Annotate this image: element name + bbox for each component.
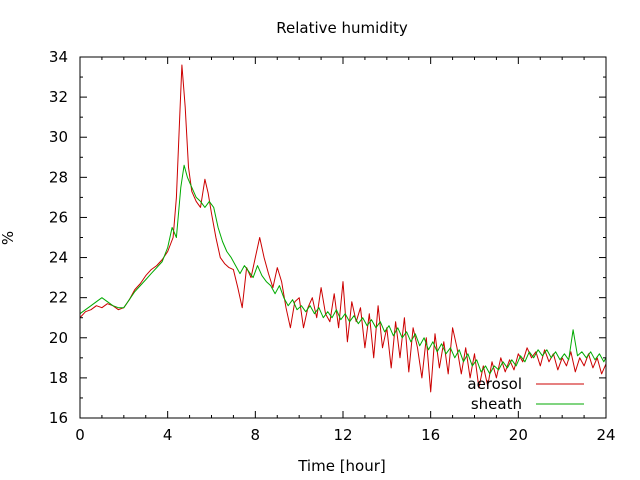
y-tick-label: 16 — [49, 409, 68, 427]
y-tick-label: 34 — [49, 48, 68, 66]
x-tick-label: 8 — [251, 426, 261, 444]
plot-frame — [79, 56, 607, 419]
x-tick-label: 20 — [509, 426, 528, 444]
x-tick-label: 4 — [163, 426, 173, 444]
x-tick-label: 0 — [75, 426, 85, 444]
y-tick-label: 24 — [49, 249, 68, 267]
y-tick-label: 30 — [49, 128, 68, 146]
y-axis-label: % — [0, 231, 17, 245]
series-layer — [79, 64, 607, 393]
series-line-sheath — [79, 164, 607, 375]
y-tick-label: 32 — [49, 88, 68, 106]
y-tick-label: 22 — [49, 289, 68, 307]
x-tick-label: 16 — [421, 426, 440, 444]
x-tick-label: 12 — [333, 426, 352, 444]
chart-title: Relative humidity — [276, 19, 408, 37]
series-line-aerosol — [79, 64, 607, 393]
x-tick-label: 24 — [596, 426, 615, 444]
x-axis-label: Time [hour] — [297, 457, 386, 475]
y-tick-label: 18 — [49, 369, 68, 387]
legend-label-sheath: sheath — [471, 395, 522, 413]
y-tick-label: 26 — [49, 208, 68, 226]
legend-label-aerosol: aerosol — [467, 375, 522, 393]
y-tick-label: 28 — [49, 168, 68, 186]
legend: aerosol sheath — [467, 375, 584, 413]
y-tick-label: 20 — [49, 329, 68, 347]
ticks-layer: 0 4 8 12 16 20 24 16 18 20 22 24 26 28 30 32 34 — [49, 48, 616, 444]
